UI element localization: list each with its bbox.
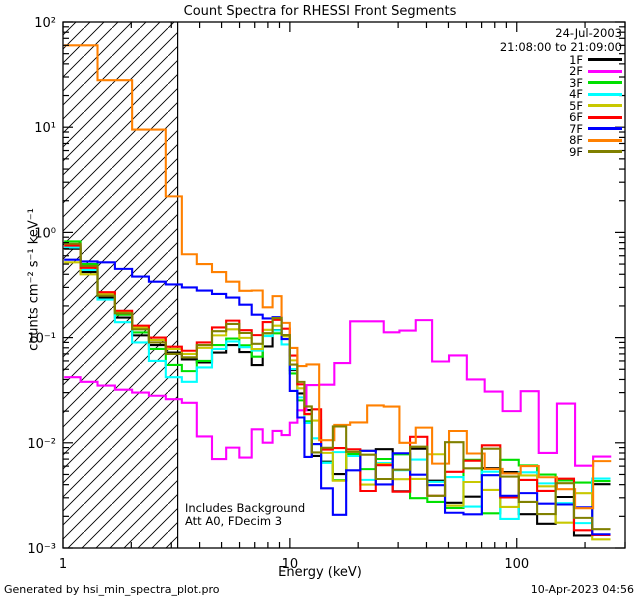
legend-label: 2F — [569, 64, 583, 79]
series-line-3f — [64, 240, 611, 515]
footer-datestamp: 10-Apr-2023 04:56 — [530, 583, 634, 596]
x-tick-label: 1 — [59, 557, 67, 572]
legend-label: 4F — [569, 87, 583, 102]
plot-frame — [62, 21, 626, 549]
series-line-6f — [64, 244, 611, 536]
curves-group — [64, 44, 612, 541]
x-axis-label: Energy (keV) — [278, 565, 362, 580]
legend-label: 9F — [569, 144, 583, 159]
series-line-8f — [64, 44, 612, 510]
series-line-4f — [64, 246, 611, 525]
legend-color-swatch — [588, 69, 622, 73]
y-tick-label: 10⁰ — [34, 226, 56, 241]
legend-color-swatch — [588, 81, 622, 85]
y-tick-label: 10⁻² — [27, 437, 56, 452]
y-tick-label: 10⁻³ — [27, 542, 56, 557]
series-line-9f — [64, 242, 611, 531]
legend-item-4f: 4F — [502, 87, 622, 102]
legend-label: 3F — [569, 75, 583, 90]
legend-color-swatch — [588, 115, 622, 119]
legend-timestamp: 24-Jul-2003 21:08:00 to 21:09:00 — [499, 26, 622, 54]
legend-item-5f: 5F — [502, 98, 622, 113]
y-tick-label: 10² — [34, 16, 56, 31]
legend-item-3f: 3F — [502, 75, 622, 90]
legend-label: 5F — [569, 98, 583, 113]
legend-label: 1F — [569, 52, 583, 67]
annotation-attenuator: Att A0, FDecim 3 — [185, 514, 283, 528]
series-line-7f — [64, 258, 611, 536]
page-title: Count Spectra for RHESSI Front Segments — [183, 4, 457, 19]
hatched-cutoff-region — [63, 22, 178, 548]
legend-label: 7F — [569, 121, 583, 136]
axes-group: 1 10 100 10⁻³ 10⁻² 10⁻¹ 10⁰ 10¹ 10² — [27, 16, 626, 572]
legend-label: 8F — [569, 133, 583, 148]
legend-color-swatch — [588, 127, 622, 131]
y-axis-label: counts cm⁻² s⁻¹ keV⁻¹ — [26, 208, 42, 351]
y-tick-label: 10¹ — [34, 121, 56, 136]
x-tick-label: 10 — [282, 557, 299, 572]
legend-item-9f: 9F — [502, 144, 622, 159]
legend-label: 6F — [569, 110, 583, 125]
legend-item-2f: 2F — [502, 64, 622, 79]
legend-color-swatch — [588, 58, 622, 62]
series-line-2f — [64, 319, 612, 467]
legend: 1F 2F 3F 4F 5F 6F 7F 8F 9F — [502, 52, 622, 159]
legend-item-7f: 7F — [502, 121, 622, 136]
legend-item-1f: 1F — [502, 52, 622, 67]
footer-generator: Generated by hsi_min_spectra_plot.pro — [4, 583, 220, 596]
x-tick-label: 100 — [504, 557, 529, 572]
legend-color-swatch — [588, 138, 622, 142]
legend-color-swatch — [588, 104, 622, 108]
legend-item-6f: 6F — [502, 110, 622, 125]
legend-color-swatch — [588, 92, 622, 96]
legend-item-8f: 8F — [502, 133, 622, 148]
legend-color-swatch — [588, 150, 622, 154]
annotation-background: Includes Background — [185, 501, 306, 515]
y-tick-label: 10⁻¹ — [27, 332, 56, 347]
